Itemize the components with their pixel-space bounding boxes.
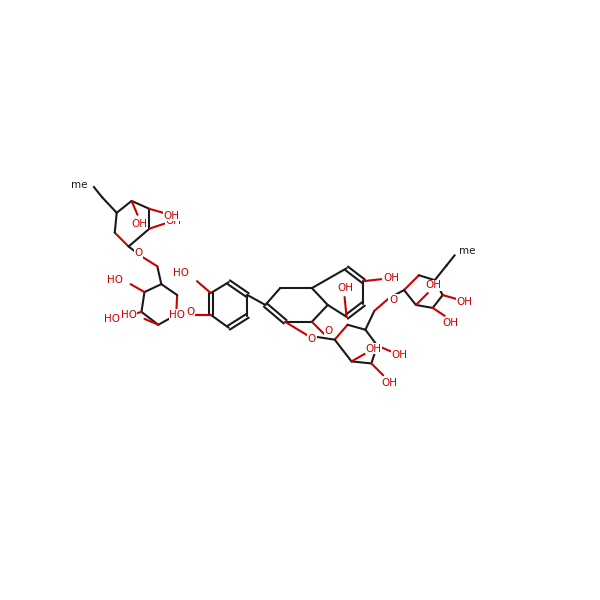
Text: OH: OH [383,273,399,283]
Text: O: O [325,326,333,336]
Text: HO: HO [169,310,185,320]
Text: O: O [308,334,316,344]
Text: OH: OH [131,219,148,229]
Text: OH: OH [391,350,407,361]
Text: HO: HO [173,268,189,278]
Text: OH: OH [457,297,472,307]
Text: O: O [186,307,194,317]
Text: OH: OH [165,216,181,226]
Text: OH: OH [163,211,179,221]
Text: me: me [71,180,88,190]
Text: HO: HO [121,310,137,320]
Text: O: O [389,295,397,305]
Text: me: me [458,247,475,256]
Text: HO: HO [104,314,119,324]
Text: OH: OH [365,344,382,353]
Text: OH: OH [443,318,458,328]
Text: OH: OH [426,280,442,290]
Text: OH: OH [381,378,397,388]
Text: OH: OH [338,283,353,293]
Text: HO: HO [107,275,122,285]
Text: O: O [134,248,143,259]
